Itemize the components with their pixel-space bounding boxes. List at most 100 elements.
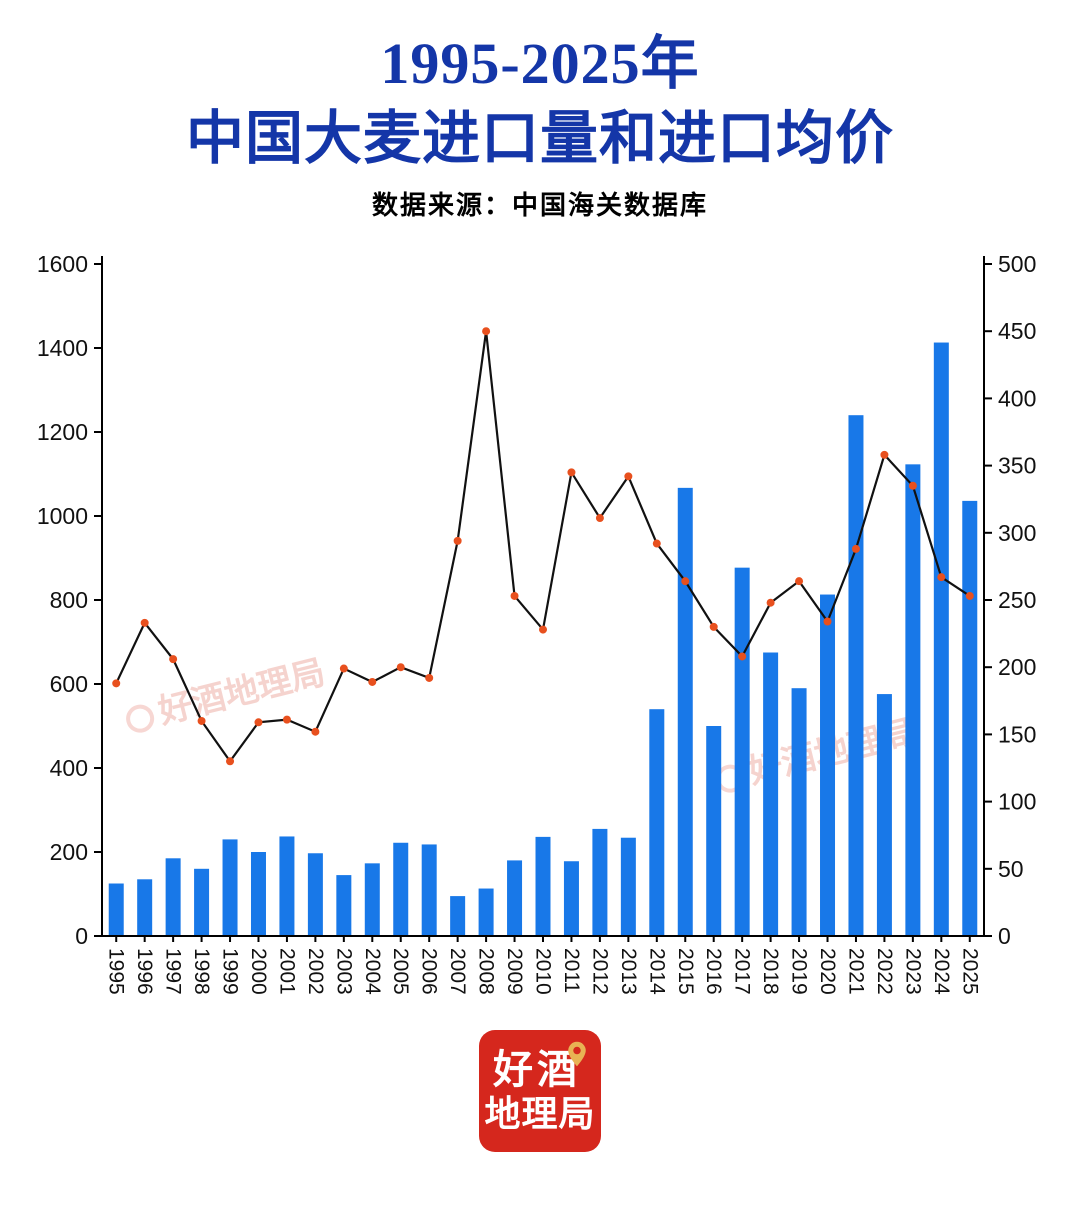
marker-2007 (453, 536, 462, 545)
svg-text:0: 0 (75, 923, 88, 949)
x-label-1999: 1999 (219, 948, 242, 995)
bar-2025 (962, 500, 978, 936)
svg-text:250: 250 (998, 587, 1036, 613)
svg-text:300: 300 (998, 520, 1036, 546)
bar-1996 (137, 879, 153, 936)
footer: 好酒 地理局 (0, 1029, 1080, 1152)
svg-text:600: 600 (50, 671, 88, 697)
bar-2000 (250, 851, 266, 936)
svg-text:150: 150 (998, 721, 1036, 747)
svg-text:800: 800 (50, 587, 88, 613)
svg-text:400: 400 (50, 755, 88, 781)
svg-text:1600: 1600 (37, 251, 88, 277)
brand-logo: 好酒 地理局 (479, 1029, 601, 1152)
svg-text:200: 200 (998, 654, 1036, 680)
bar-2014 (649, 708, 665, 936)
left-axis: 0 200 400 600 800 1000 1200 1400 1600 (37, 251, 102, 949)
bar-2011 (563, 861, 579, 936)
bar-2023 (905, 464, 921, 936)
marker-2010 (539, 625, 547, 634)
svg-text:1400: 1400 (37, 335, 88, 361)
marker-1996 (140, 618, 149, 627)
bar-1999 (222, 839, 238, 936)
marker-2018 (766, 598, 775, 607)
x-label-2003: 2003 (332, 948, 355, 995)
combo-chart: 好酒地理局好酒地理局020040060080010001200140016000… (37, 251, 1037, 995)
svg-text:450: 450 (998, 318, 1036, 344)
bar-2020 (820, 594, 836, 936)
bar-2013 (620, 837, 636, 936)
import-volume-bars (108, 342, 978, 936)
x-label-1998: 1998 (190, 948, 213, 995)
marker-2002 (311, 727, 320, 736)
svg-text:50: 50 (998, 856, 1024, 882)
x-label-2002: 2002 (304, 948, 327, 995)
x-label-1997: 1997 (162, 948, 185, 995)
x-label-2008: 2008 (475, 948, 498, 995)
x-label-2018: 2018 (759, 948, 782, 995)
bar-2021 (848, 414, 864, 936)
marker-2019 (795, 576, 804, 585)
x-label-2019: 2019 (788, 948, 811, 995)
marker-2008 (482, 326, 491, 335)
bar-2010 (535, 836, 551, 936)
x-label-2015: 2015 (674, 948, 697, 995)
marker-1998 (197, 716, 206, 725)
location-pin-icon (568, 1041, 586, 1067)
header: 1995-2025年 中国大麦进口量和进口均价 数据来源：中国海关数据库 (0, 26, 1080, 222)
bar-2006 (421, 844, 437, 936)
bar-2001 (279, 836, 295, 936)
bar-2004 (364, 863, 380, 936)
bar-2007 (450, 895, 466, 936)
bar-2015 (677, 487, 693, 936)
svg-text:1200: 1200 (37, 419, 88, 445)
price-line (112, 326, 974, 766)
bar-1998 (194, 868, 210, 936)
x-label-2000: 2000 (247, 948, 270, 995)
svg-text:500: 500 (998, 251, 1036, 277)
title-line1: 1995-2025年 (380, 31, 700, 96)
bar-2008 (478, 888, 494, 936)
marker-2009 (510, 591, 519, 600)
x-label-2022: 2022 (873, 948, 896, 995)
bar-1995 (108, 883, 124, 936)
page-title: 1995-2025年 中国大麦进口量和进口均价 (0, 26, 1080, 177)
marker-2014 (652, 539, 661, 548)
bar-2019 (791, 687, 807, 936)
bar-2009 (507, 860, 523, 936)
marker-2020 (823, 617, 832, 626)
marker-2006 (425, 673, 434, 682)
marker-2012 (595, 513, 604, 522)
svg-text:好酒地理局: 好酒地理局 (154, 653, 329, 731)
marker-2015 (681, 576, 690, 585)
x-label-2009: 2009 (503, 948, 526, 995)
x-label-1995: 1995 (105, 948, 128, 995)
marker-1995 (112, 679, 121, 688)
x-label-2010: 2010 (532, 948, 555, 995)
x-label-2016: 2016 (702, 948, 725, 995)
x-label-2004: 2004 (361, 948, 384, 995)
x-label-2023: 2023 (901, 948, 924, 995)
data-source-label: 数据来源：中国海关数据库 (371, 189, 708, 220)
marker-2011 (567, 468, 576, 477)
x-label-2017: 2017 (731, 948, 754, 995)
x-label-2014: 2014 (645, 948, 668, 995)
marker-2025 (965, 591, 974, 600)
logo-text-line2: 地理局 (484, 1093, 596, 1135)
bar-1997 (165, 858, 181, 936)
x-label-2011: 2011 (560, 948, 583, 993)
x-label-2020: 2020 (816, 948, 839, 995)
svg-text:0: 0 (998, 923, 1011, 949)
svg-text:1000: 1000 (37, 503, 88, 529)
x-label-2005: 2005 (389, 948, 412, 995)
x-label-2001: 2001 (275, 948, 298, 995)
marker-2013 (624, 472, 633, 481)
marker-2000 (254, 718, 263, 727)
x-label-1996: 1996 (133, 948, 156, 995)
svg-text:200: 200 (50, 839, 88, 865)
svg-text:350: 350 (998, 452, 1036, 478)
x-label-2012: 2012 (588, 948, 611, 995)
bar-2005 (393, 842, 409, 936)
marker-2001 (282, 715, 291, 724)
